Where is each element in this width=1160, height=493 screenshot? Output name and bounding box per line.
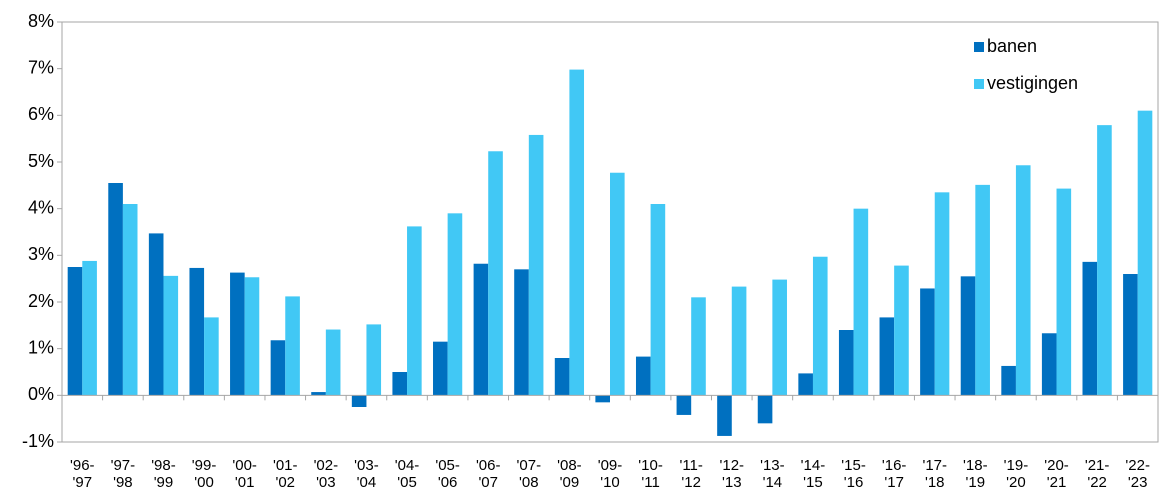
- bar: [595, 395, 610, 403]
- bar: [934, 192, 950, 396]
- y-tick-label: 1%: [28, 337, 54, 357]
- bar: [812, 256, 828, 396]
- legend-swatch: [974, 42, 984, 52]
- y-tick-label: 5%: [28, 151, 54, 171]
- x-tick-label: '22- '23: [1125, 457, 1150, 491]
- bar: [351, 395, 367, 407]
- bar: [514, 269, 529, 396]
- bar: [798, 373, 813, 396]
- x-tick-label: '16- '17: [881, 457, 907, 491]
- plot-frame: [61, 21, 1159, 443]
- x-tick-label: '07- '08: [516, 457, 542, 491]
- y-tick-label: 0%: [28, 384, 54, 404]
- bar: [894, 265, 909, 396]
- bar: [691, 297, 706, 396]
- bar: [610, 172, 625, 396]
- bar: [1097, 125, 1112, 396]
- bar: [569, 69, 585, 396]
- bar: [1056, 188, 1072, 396]
- bar: [488, 151, 503, 396]
- bar: [1001, 365, 1016, 396]
- bar: [717, 395, 732, 436]
- x-tick-label: '15- '16: [841, 457, 866, 491]
- bar: [920, 288, 935, 396]
- y-tick-label: 7%: [28, 57, 54, 77]
- bar: [447, 213, 463, 396]
- bar: [270, 340, 286, 396]
- bar: [650, 204, 666, 396]
- bar: [1137, 110, 1153, 396]
- bar: [731, 286, 747, 396]
- bar: [67, 267, 83, 396]
- bar: [392, 372, 408, 396]
- bar: [635, 356, 651, 396]
- legend-label: vestigingen: [987, 73, 1078, 93]
- bar: [108, 183, 123, 396]
- y-tick-label: -1%: [22, 431, 54, 451]
- bar: [757, 395, 773, 424]
- bar: [325, 329, 341, 396]
- bar: [1041, 333, 1057, 396]
- bar: [433, 341, 448, 396]
- bar: [879, 317, 895, 396]
- bar: [772, 279, 787, 396]
- x-tick-label: '09- '10: [597, 457, 623, 491]
- x-tick-label: '14- '15: [800, 457, 826, 491]
- x-tick-label: '00- '01: [232, 457, 257, 491]
- x-tick-label: '11- '12: [679, 457, 703, 491]
- x-tick-label: '18- '19: [963, 457, 988, 491]
- x-tick-label: '17- '18: [922, 457, 947, 491]
- y-tick-label: 8%: [28, 11, 54, 31]
- x-tick-label: '21- '22: [1084, 457, 1110, 491]
- y-tick-label: 4%: [28, 197, 54, 217]
- bar: [122, 204, 138, 396]
- x-tick-label: '08- '09: [557, 457, 582, 491]
- bar: [204, 317, 219, 396]
- bar: [473, 263, 489, 396]
- x-tick-label: '03- '04: [354, 457, 379, 491]
- bar: [676, 395, 692, 415]
- y-tick-label: 2%: [28, 291, 54, 311]
- bar: [311, 392, 326, 396]
- x-tick-label: '12- '13: [719, 457, 745, 491]
- x-tick-label: '13- '14: [760, 457, 785, 491]
- x-tick-label: '99- '00: [191, 457, 217, 491]
- x-tick-label: '20- '21: [1044, 457, 1069, 491]
- legend-swatch: [974, 79, 984, 89]
- bar: [1015, 165, 1031, 396]
- bar: [82, 260, 97, 396]
- y-tick-label: 3%: [28, 244, 54, 264]
- x-tick-label: '97- '98: [110, 457, 136, 491]
- bar: [1082, 261, 1098, 396]
- x-tick-label: '01- '02: [272, 457, 298, 491]
- bar: [838, 330, 854, 396]
- bar: [407, 226, 422, 396]
- x-tick-label: '04- '05: [394, 457, 420, 491]
- x-tick-label: '10- '11: [638, 457, 663, 491]
- x-tick-label: '06- '07: [475, 457, 501, 491]
- bar: [528, 134, 544, 396]
- bar: [285, 296, 300, 396]
- x-tick-label: '96- '97: [70, 457, 95, 491]
- x-tick-label: '05- '06: [435, 457, 460, 491]
- bar: [230, 272, 245, 396]
- bar: [148, 233, 164, 396]
- bar: [853, 208, 869, 396]
- bar: [960, 276, 976, 396]
- bar: [366, 324, 382, 396]
- y-tick-label: 6%: [28, 104, 54, 124]
- bar: [554, 358, 570, 396]
- bar: [1123, 274, 1138, 396]
- x-tick-label: '02- '03: [313, 457, 339, 491]
- legend-label: banen: [987, 36, 1037, 56]
- bar: [163, 275, 179, 396]
- x-tick-label: '19- '20: [1003, 457, 1029, 491]
- bar: [975, 184, 990, 396]
- bar: [189, 267, 205, 396]
- bar: [244, 277, 260, 396]
- x-tick-label: '98- '99: [151, 457, 176, 491]
